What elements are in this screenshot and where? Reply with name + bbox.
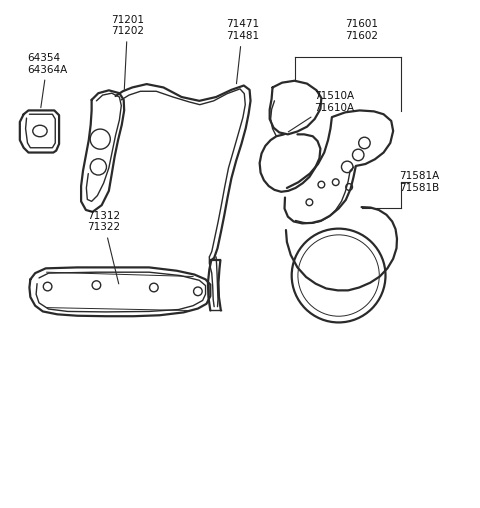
Text: 71471
71481: 71471 71481 bbox=[226, 19, 259, 84]
Text: 71581A
71581B: 71581A 71581B bbox=[399, 171, 440, 193]
Text: 71201
71202: 71201 71202 bbox=[111, 15, 144, 89]
Text: 71601
71602: 71601 71602 bbox=[346, 19, 379, 41]
Text: 64354
64364A: 64354 64364A bbox=[27, 53, 67, 108]
Text: 71312
71322: 71312 71322 bbox=[87, 211, 120, 284]
Text: 71510A
71610A: 71510A 71610A bbox=[288, 91, 354, 132]
